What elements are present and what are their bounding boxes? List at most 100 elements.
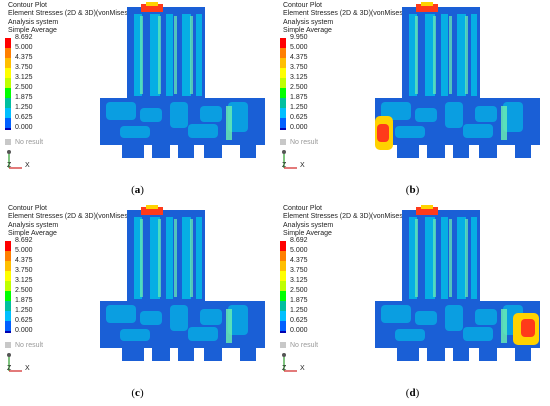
legend-entry: 0.625 xyxy=(280,114,340,128)
plot-header: Contour Plot Element Stresses (2D & 3D)(v… xyxy=(283,205,422,239)
legend-entry: 5.000 xyxy=(280,247,340,261)
legend-value: 1.250 xyxy=(15,104,33,111)
panel-caption: (c) xyxy=(131,387,144,399)
legend-value: 1.875 xyxy=(290,94,308,101)
legend-value: 0.625 xyxy=(290,317,308,324)
color-legend: 8.692 5.000 4.375 3.750 3.125 2.500 1.875 1.250… xyxy=(280,237,340,341)
top-stress-peak xyxy=(141,207,163,215)
legend-entry: 9.950 xyxy=(280,34,340,48)
legend-swatch xyxy=(280,241,286,251)
panel-caption: (a) xyxy=(131,184,144,196)
legend-entry: 2.500 xyxy=(280,84,340,98)
panel-caption-letter: d xyxy=(409,387,416,399)
legend-value: 2.500 xyxy=(290,287,308,294)
z-axis-label: Z xyxy=(7,365,12,372)
legend-swatch xyxy=(280,281,286,291)
legend-value: 3.125 xyxy=(15,277,33,284)
axis-triad-icon xyxy=(7,150,22,169)
no-result-swatch xyxy=(5,139,11,145)
header-line4: Simple Average xyxy=(8,230,57,238)
legend-entry: 2.500 xyxy=(5,287,65,301)
legend-entry: 1.250 xyxy=(5,104,65,118)
x-axis-label: X xyxy=(300,162,305,169)
legend-swatch xyxy=(5,68,11,78)
no-result-entry: No result xyxy=(280,139,318,146)
x-axis-label: X xyxy=(25,162,30,169)
legend-swatch xyxy=(5,281,11,291)
legend-value: 0.625 xyxy=(15,114,33,121)
legend-swatch xyxy=(280,291,286,301)
legend-value: 0.000 xyxy=(290,327,308,334)
legend-swatch xyxy=(5,118,11,128)
legend-swatch xyxy=(5,301,11,311)
legend-entry: 0.000 xyxy=(280,327,340,341)
legend-entry: 0.625 xyxy=(280,317,340,331)
no-result-label: No result xyxy=(290,342,319,349)
legend-swatch xyxy=(5,128,11,130)
legend-entry: 3.125 xyxy=(5,277,65,291)
legend-swatch xyxy=(5,108,11,118)
z-axis-label: Z xyxy=(282,365,287,372)
header-line4: Simple Average xyxy=(283,27,332,35)
legend-value: 1.250 xyxy=(290,104,308,111)
axis-triad-icon xyxy=(282,150,297,169)
legend-entry: 0.625 xyxy=(5,114,65,128)
legend-entry: 0.000 xyxy=(280,124,340,138)
legend-swatch xyxy=(5,88,11,98)
no-result-label: No result xyxy=(15,139,44,146)
legend-entry: 5.000 xyxy=(5,44,65,58)
legend-entry: 0.000 xyxy=(5,124,65,138)
legend-swatch xyxy=(280,128,286,130)
legend-value: 0.000 xyxy=(290,124,308,131)
stress-contour-model xyxy=(100,205,270,370)
contour-panel-b: Contour Plot Element Stresses (2D & 3D)(v… xyxy=(275,0,550,203)
legend-value: 4.375 xyxy=(15,257,33,264)
top-stress-peak xyxy=(416,4,438,12)
legend-value: 9.950 xyxy=(290,34,308,41)
top-stress-peak xyxy=(416,207,438,215)
legend-value: 5.000 xyxy=(290,44,308,51)
legend-swatch xyxy=(5,321,11,331)
header-title: Contour Plot xyxy=(8,205,47,212)
header-line4: Simple Average xyxy=(283,230,332,238)
legend-value: 8.692 xyxy=(290,237,308,244)
legend-swatch xyxy=(5,291,11,301)
legend-swatch xyxy=(280,48,286,58)
legend-value: 5.000 xyxy=(290,247,308,254)
contour-panel-a: Contour Plot Element Stresses (2D & 3D)(v… xyxy=(0,0,275,203)
legend-value: 4.375 xyxy=(290,257,308,264)
color-legend: 9.950 5.000 4.375 3.750 3.125 2.500 1.875 1.250… xyxy=(280,34,340,138)
header-title: Contour Plot xyxy=(8,2,47,9)
legend-swatch xyxy=(5,261,11,271)
legend-value: 1.250 xyxy=(15,307,33,314)
legend-entry: 5.000 xyxy=(280,44,340,58)
header-subtitle: Element Stresses (2D & 3D)(vonMises, Max… xyxy=(283,213,423,221)
legend-value: 3.750 xyxy=(290,267,308,274)
legend-value: 3.750 xyxy=(290,64,308,71)
legend-entry: 1.875 xyxy=(5,297,65,311)
legend-entry: 1.250 xyxy=(280,104,340,118)
legend-value: 0.000 xyxy=(15,327,33,334)
z-axis-label: Z xyxy=(7,162,12,169)
legend-value: 1.875 xyxy=(15,297,33,304)
legend-value: 5.000 xyxy=(15,44,33,51)
panel-caption: (b) xyxy=(405,184,420,196)
legend-entry: 8.692 xyxy=(5,34,65,48)
legend-swatch xyxy=(5,78,11,88)
legend-value: 8.692 xyxy=(15,237,33,244)
legend-entry: 1.875 xyxy=(280,297,340,311)
legend-swatch xyxy=(5,241,11,251)
legend-value: 2.500 xyxy=(290,84,308,91)
legend-swatch xyxy=(280,88,286,98)
legend-swatch xyxy=(5,331,11,333)
header-subtitle: Element Stresses (2D & 3D)(vonMises, Max… xyxy=(283,10,423,18)
legend-entry: 5.000 xyxy=(5,247,65,261)
plot-header: Contour Plot Element Stresses (2D & 3D)(v… xyxy=(8,2,147,36)
legend-entry: 3.125 xyxy=(5,74,65,88)
legend-swatch xyxy=(280,321,286,331)
legend-swatch xyxy=(280,68,286,78)
no-result-swatch xyxy=(280,139,286,145)
legend-value: 3.750 xyxy=(15,267,33,274)
